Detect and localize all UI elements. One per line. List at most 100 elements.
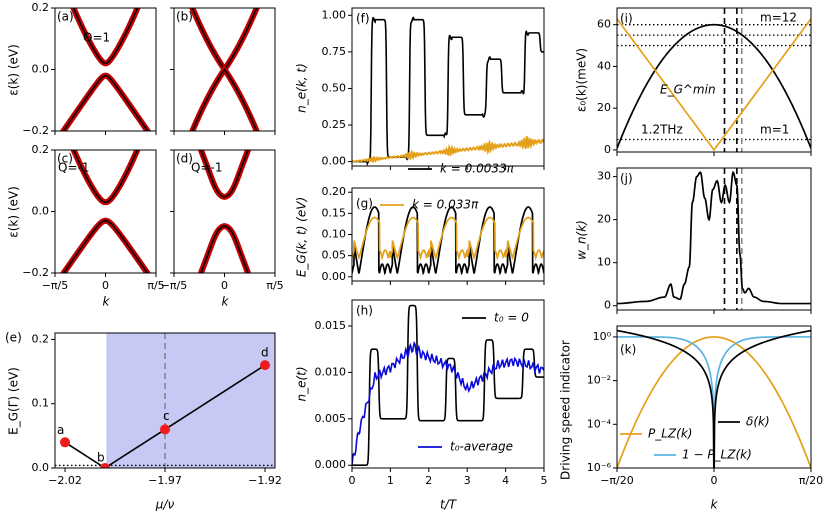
panel-h: 0.000 0.005 0.010 0.015 0 1 2 3 4 5 (h) t₀ = 0 t₀-av… [315,299,548,487]
panel-j-ytick-label: 0 [604,299,611,312]
panel-d-xtick-label: π/5 [266,279,283,292]
panel-c: −0.2 0.0 0.2 −π/5 0 π/5 (c) [22,143,164,292]
panel-c-ytick-label: −0.2 [22,266,49,279]
panel-h-xtick-label: 3 [464,474,471,487]
legend-label: k = 0.033π [412,198,479,212]
legend-label: δ(k) [746,415,770,429]
gap-line [64,364,266,468]
panel-label: (c) [57,152,73,166]
panel-b: (b) [170,7,276,135]
panel-k-ytick-label: 10⁰ [593,330,612,343]
panel-label: (b) [176,10,193,24]
x-axis-label: k [711,498,719,512]
panel-h-xtick-label: 1 [387,474,394,487]
panel-k-ytick-label: 10⁻⁴ [587,417,612,430]
panel-h-ytick-label: 0.015 [315,319,347,332]
panel-k-ytick-label: 10⁻⁶ [587,461,612,474]
plot-area [617,168,811,310]
series-k-0.0033pi [352,16,544,166]
panel-i-ytick-label: 60 [597,18,611,31]
annotation-eg-min: E_G^min [660,83,716,97]
axes-frame [54,7,157,132]
annotation-qm1: Q=-1 [191,161,222,175]
plot-area [617,8,811,152]
valence-band [62,74,149,131]
plot-area [352,304,544,467]
conduction-band [72,150,139,204]
plot-area [197,150,252,273]
panel-g-ytick-label: 0.20 [322,185,347,198]
panel-label: (e) [5,331,22,345]
panel-label: (f) [356,12,370,26]
panel-g-ytick-label: 0.15 [322,206,347,219]
series-t0-0 [352,304,544,467]
series-t0-average [352,340,544,466]
data-point-c [160,424,170,435]
panel-f-ytick-label: 1.00 [322,8,347,21]
y-axis-label: ε(k) (eV) [7,44,21,96]
panel-i-ytick-label: 40 [597,59,611,72]
annotation-qm1: Q=-1 [58,161,89,175]
valence-band [191,68,258,131]
panel-j-ytick-label: 30 [597,170,611,183]
panel-a-ytick-label: 0.2 [32,1,50,14]
panel-a: −0.2 0.0 0.2 (a) [22,1,157,137]
panel-e: −2.02 −1.97 −1.92 0.0 0.1 0.2 a b c d (e) [5,331,282,488]
x-axis-label: k [222,295,230,309]
plot-area [59,8,152,131]
panel-h-xtick-label: 0 [349,474,356,487]
series-delta [617,329,811,468]
panel-k-xtick-label: π/20 [799,474,823,487]
y-axis-label: Driving speed indicator [559,340,573,480]
panel-k: 10⁻⁶ 10⁻⁴ 10⁻² 10⁰ −π/20 0 π/20 (k) P_LZ(k) δ(k) 1… [587,325,823,487]
panel-d-xtick-label: −π/5 [161,279,188,292]
y-axis-label: w_n(k) [575,220,589,260]
axes-frame [173,149,276,274]
conduction-band [200,150,249,198]
panel-i-ytick-label: 20 [597,101,611,114]
series-k-0.033pi [352,135,544,164]
axes-frame [351,299,545,469]
panel-a-ytick-label: 0.0 [32,63,50,76]
y-axis-label: ε₀(k)(meV) [575,48,589,112]
legend-label: t₀ = 0 [494,311,529,325]
panel-d-xtick-label: 0 [221,279,228,292]
panel-j-ytick-label: 20 [597,213,611,226]
conduction-band-thick [197,150,252,200]
series-plz [617,336,811,468]
panel-i: 0 20 40 60 (i) m=12 m=1 1.2THz E_G^min [597,7,812,156]
plot-area [189,8,260,131]
panel-g: 0.00 0.05 0.10 0.15 0.20 (g) k = 0.033π [322,185,545,285]
x-axis-label: t/T [440,498,458,512]
panel-h-xtick-label: 4 [502,474,509,487]
plot-area [352,206,544,276]
y-axis-label: ε(k) (eV) [7,186,21,238]
panel-k-ytick-label: 10⁻² [587,374,611,387]
x-axis-label: k [103,295,111,309]
panel-c-xtick-label: −π/5 [42,279,69,292]
legend-label: t₀-average [450,440,513,454]
panel-c-ytick-label: 0.2 [32,143,50,156]
series-k-0.0033pi [352,206,544,276]
annotation-thz: 1.2THz [641,123,683,137]
x-axis-label: μ/ν [155,498,175,512]
panel-label: (a) [57,10,74,24]
panel-e-xtick-label: −2.02 [48,474,82,487]
panel-c-ytick-label: 0.0 [32,205,50,218]
series-eg-min [617,18,811,152]
panel-label: (h) [356,304,373,318]
panel-f-ytick-label: 0.00 [322,155,347,168]
plot-area [352,16,544,166]
conduction-band [72,8,139,65]
plot-area [55,333,275,468]
panel-d: −π/5 0 π/5 (d) [161,149,284,292]
panel-e-ytick-label: 0.2 [32,332,50,345]
panel-c-xtick-label: 0 [102,279,109,292]
panel-f: 0.00 0.25 0.50 0.75 1.00 (f) k = 0.0033π [322,7,545,176]
data-point-b [100,463,110,468]
series-epsilon0 [617,23,811,149]
annotation-q1: Q=1 [83,31,110,45]
series-k-0.033pi [352,216,544,261]
panel-j-ytick-label: 10 [597,256,611,269]
panel-k-xtick-label: −π/20 [600,474,634,487]
